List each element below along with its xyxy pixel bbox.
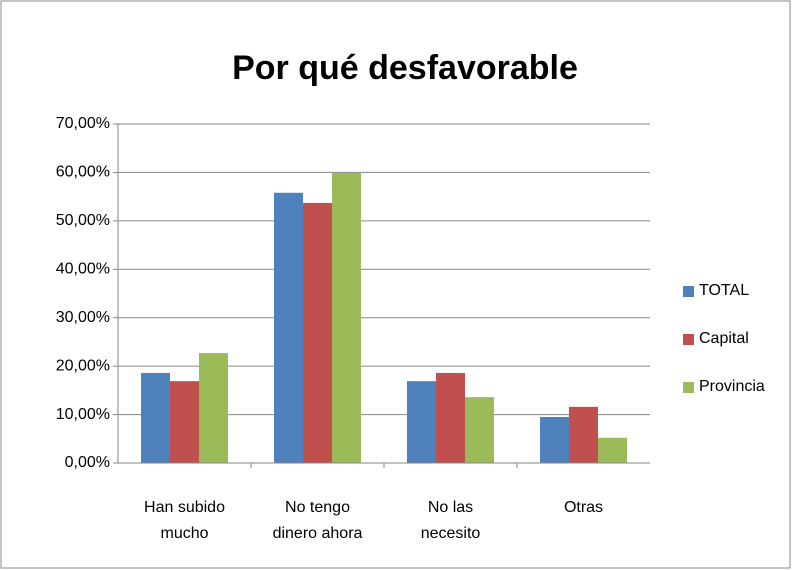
bar: [598, 437, 627, 463]
y-tick-label: 60,00%: [56, 164, 110, 181]
x-tick-label: Han subido mucho: [144, 499, 225, 542]
legend-swatch: [683, 334, 694, 345]
y-tick-label: 40,00%: [56, 261, 110, 278]
bar: [407, 381, 436, 463]
legend-swatch: [683, 382, 694, 393]
bar: [436, 372, 465, 463]
bar: [199, 353, 228, 463]
y-tick-label: 50,00%: [56, 212, 110, 229]
y-tick-label: 70,00%: [56, 115, 110, 132]
legend-label: Capital: [699, 330, 749, 347]
bar: [332, 172, 361, 464]
x-tick-label: Otras: [564, 499, 603, 516]
legend-label: Provincia: [699, 378, 765, 395]
bar: [569, 406, 598, 463]
bar: [170, 381, 199, 463]
x-tick-label: No tengo dinero ahora: [273, 499, 363, 542]
x-tick-label-line: Han subido: [144, 499, 225, 516]
x-tick-label-line: No tengo: [285, 499, 350, 516]
bar: [540, 416, 569, 463]
legend-label: TOTAL: [699, 282, 749, 299]
bar: [303, 202, 332, 463]
x-tick-label-line: dinero ahora: [273, 525, 363, 542]
y-tick-label: 20,00%: [56, 357, 110, 374]
x-tick-label-line: Otras: [564, 499, 603, 516]
bar: [465, 397, 494, 463]
x-tick-label-line: mucho: [160, 525, 208, 542]
x-tick-label-line: No las: [428, 499, 473, 516]
y-tick-label: 0,00%: [65, 454, 110, 471]
y-tick-label: 30,00%: [56, 309, 110, 326]
bar: [274, 192, 303, 464]
x-tick-label-line: necesito: [421, 525, 481, 542]
legend-swatch: [683, 286, 694, 297]
bar: [141, 372, 170, 463]
y-tick-label: 10,00%: [56, 406, 110, 423]
chart-title: Por qué desfavorable: [232, 49, 578, 87]
x-tick-label: No las necesito: [421, 499, 481, 542]
